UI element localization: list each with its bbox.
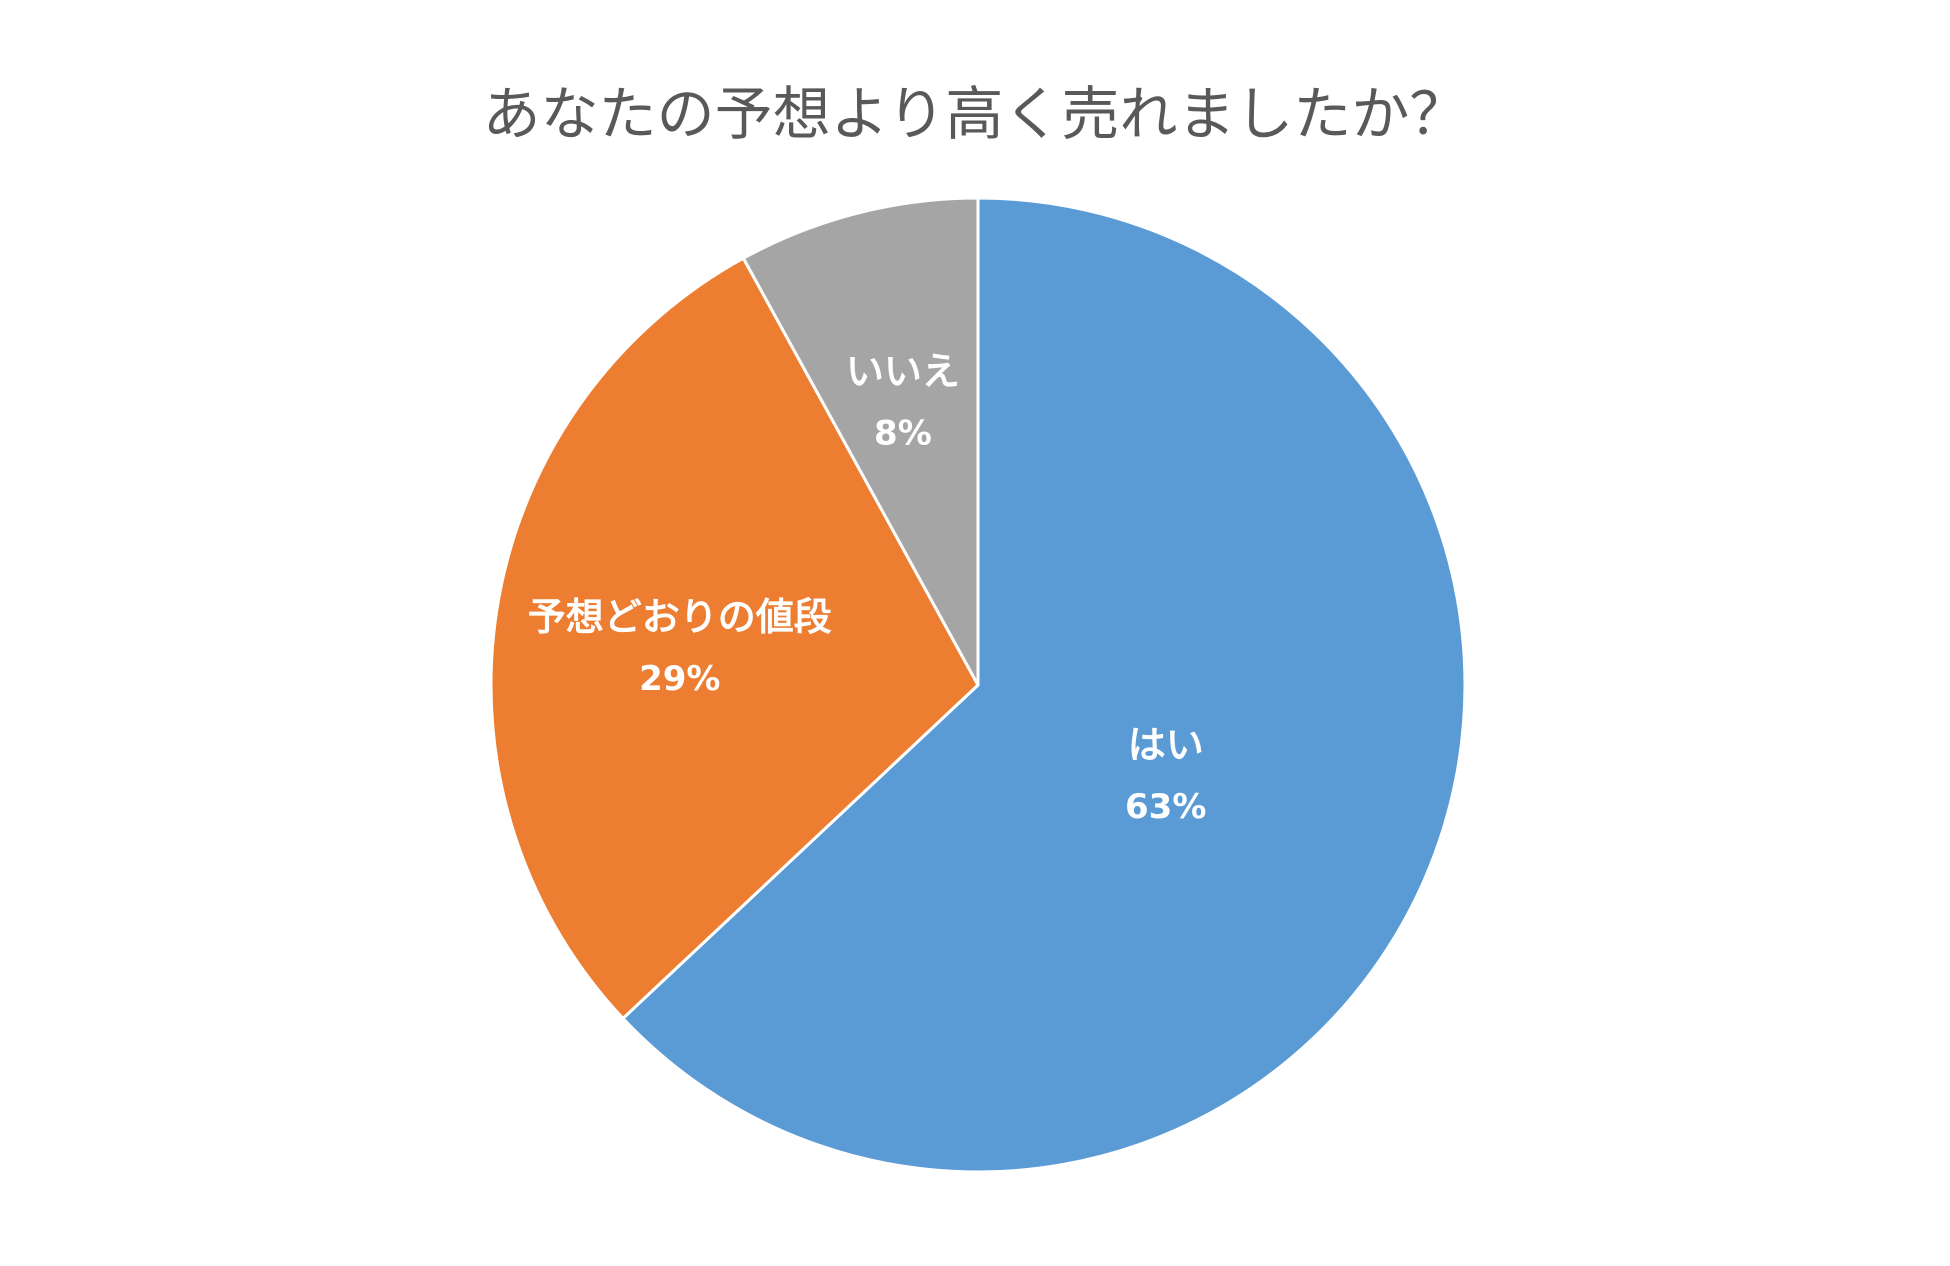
- chart-title: あなたの予想より高く売れましたか？: [483, 80, 1468, 148]
- pie-slice-3-label: いいえ: [846, 350, 960, 394]
- pie-slice-1-label: はい: [1128, 723, 1204, 767]
- pie-slice-2-label: 予想どおりの値段: [528, 595, 832, 639]
- pie-slice-3: [741, 196, 980, 687]
- pie-slice-1-value: 63%: [1125, 787, 1206, 827]
- pie-data-labels: はい 63% 予想どおりの値段 29% いいえ 8%: [528, 350, 1207, 828]
- pie-slice-3-value: 8%: [874, 414, 932, 454]
- pie-slice-1: [621, 196, 1467, 1174]
- pie-slice-2: [489, 256, 980, 1020]
- pie-slice-2-value: 29%: [639, 659, 720, 699]
- pie-slices: [489, 196, 1467, 1174]
